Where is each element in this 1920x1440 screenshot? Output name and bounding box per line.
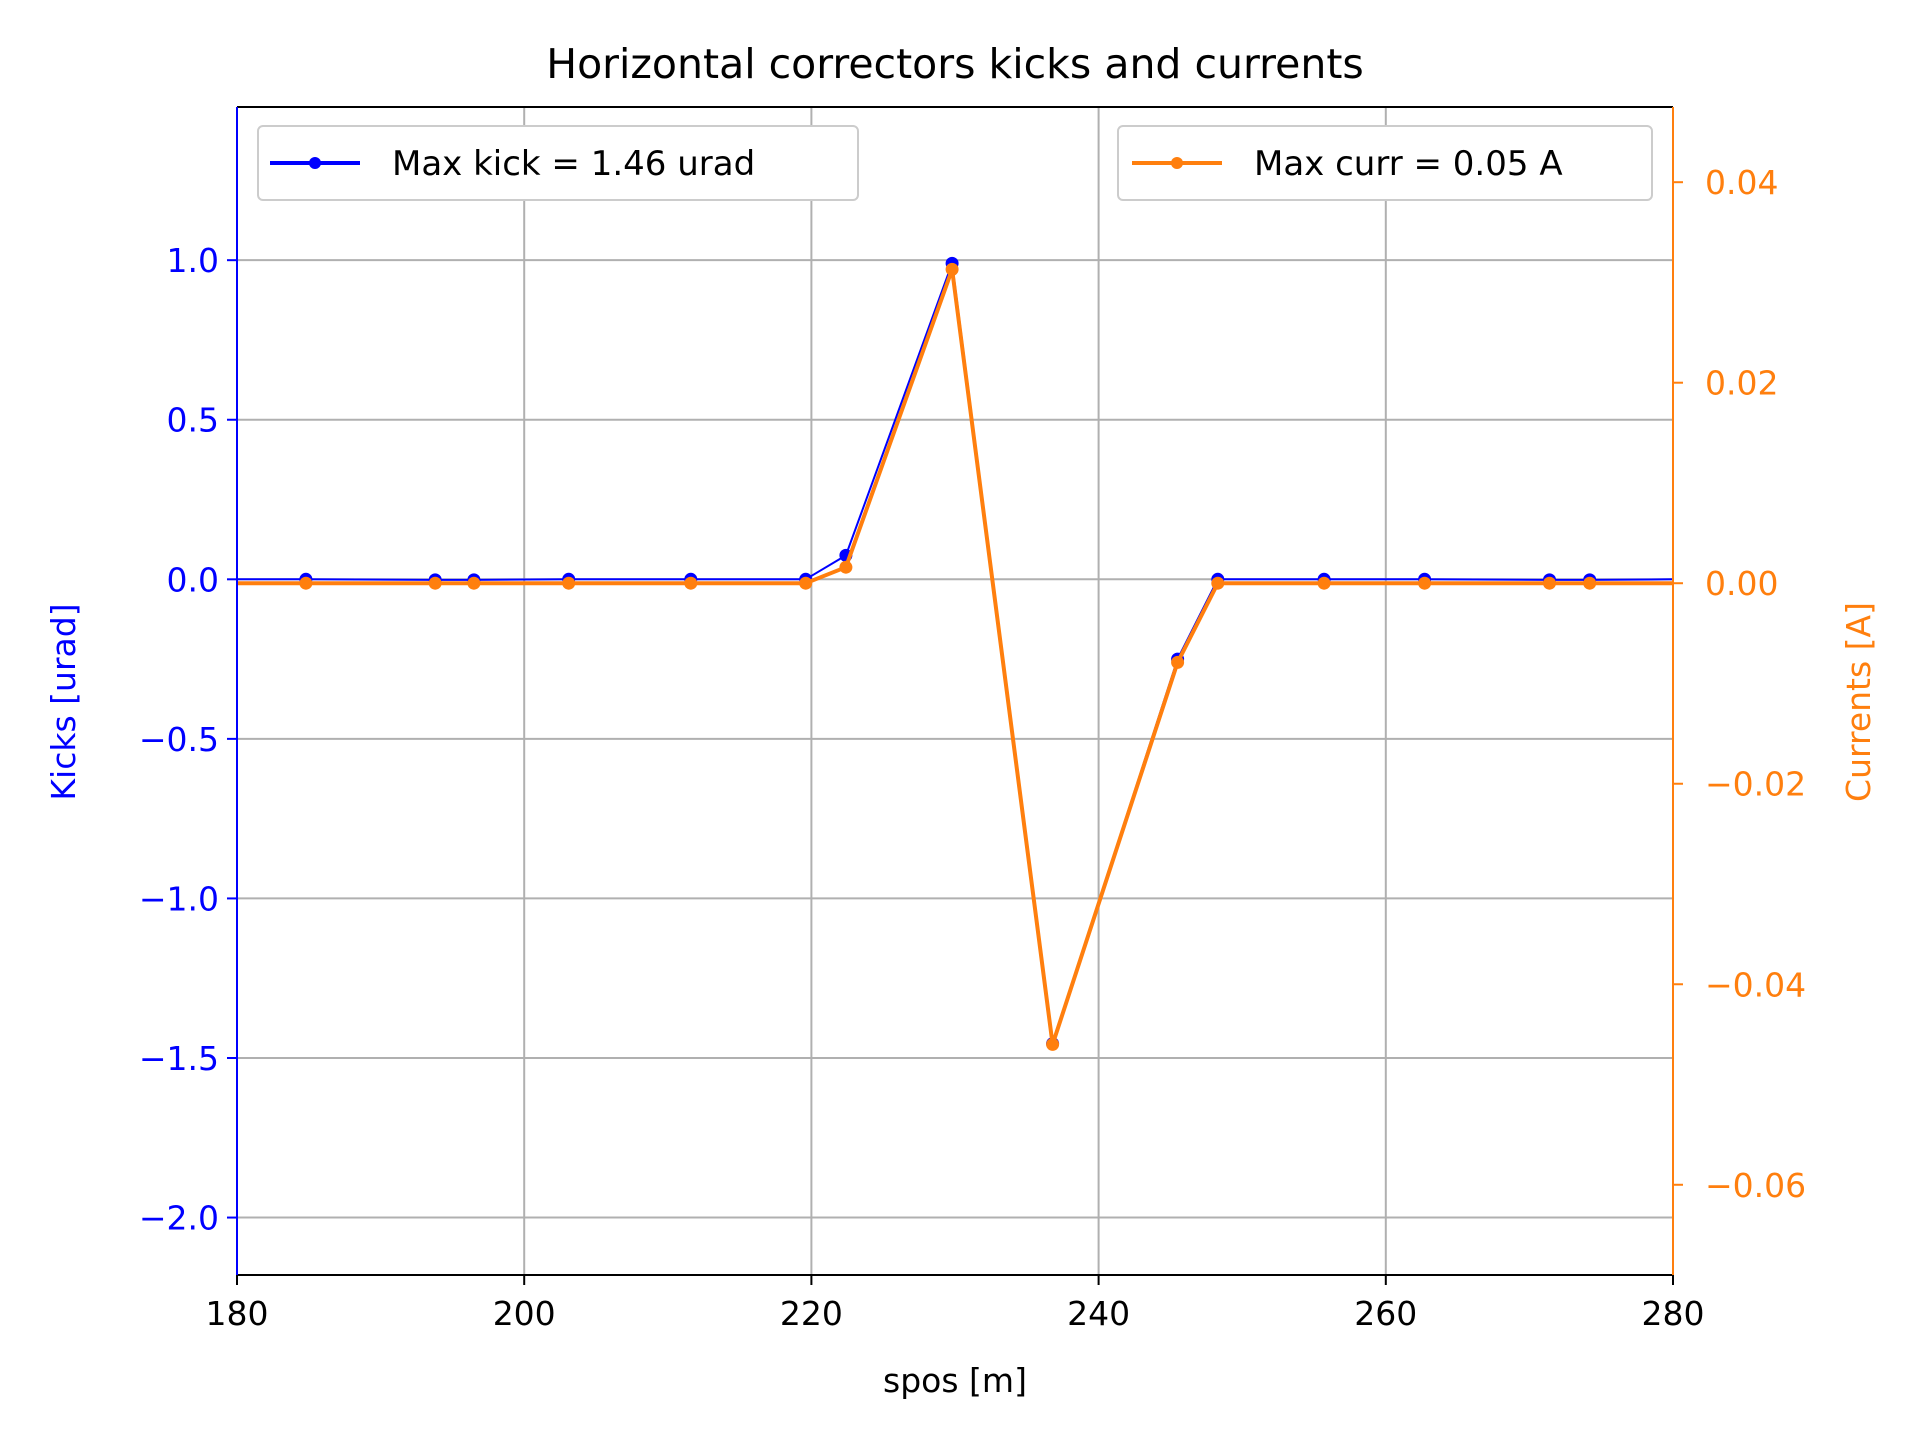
axes — [227, 106, 1683, 1285]
data-point-currents — [945, 262, 959, 276]
series-line-kicks — [237, 262, 1674, 1045]
legend-kicks-label: Max kick = 1.46 urad — [392, 144, 755, 184]
y-left-tick-label: −0.5 — [139, 720, 219, 759]
x-tick-label: 200 — [493, 1294, 556, 1333]
data-point-currents — [1171, 655, 1185, 669]
data-point-currents — [1317, 576, 1331, 590]
legend-kicks-box — [257, 125, 859, 201]
data-point-currents — [1418, 576, 1432, 590]
data-point-currents — [1211, 576, 1225, 590]
y-axis-right-label: Currents [A] — [1839, 602, 1878, 802]
data-point-currents — [1046, 1037, 1060, 1051]
data-point-currents — [1543, 576, 1556, 590]
legend-kicks-marker — [309, 157, 321, 169]
legend-currents-label: Max curr = 0.05 A — [1254, 144, 1563, 184]
legend-currents-marker — [1171, 157, 1183, 169]
y-axis-left-label: Kicks [urad] — [44, 603, 83, 800]
x-tick-label: 280 — [1642, 1294, 1705, 1333]
y-right-tick-label: −0.04 — [1705, 965, 1806, 1004]
y-left-tick-label: −1.5 — [139, 1039, 219, 1078]
y-right-tick-label: −0.02 — [1705, 765, 1806, 804]
data-point-currents — [1583, 576, 1597, 590]
plot-series — [237, 256, 1674, 1051]
y-right-tick-label: 0.02 — [1705, 364, 1778, 403]
legend-currents: Max curr = 0.05 A — [1117, 125, 1653, 201]
data-point-currents — [299, 576, 313, 590]
y-left-tick-label: −1.0 — [139, 879, 219, 918]
data-point-currents — [839, 560, 853, 574]
x-axis-label: spos [m] — [883, 1361, 1027, 1400]
data-point-currents — [799, 576, 813, 590]
x-tick-label: 180 — [206, 1294, 269, 1333]
tick-labels: 180 200 220 240 260 280 1.0 0.5 0.0 −0.5 −1.0 −1.5 −… — [139, 163, 1806, 1333]
y-left-tick-label: 0.5 — [167, 401, 219, 440]
data-point-currents — [428, 576, 442, 590]
series-line-currents — [237, 267, 1673, 1047]
y-left-tick-label: 0.0 — [167, 560, 219, 599]
y-left-tick-label: 1.0 — [167, 241, 219, 280]
x-tick-label: 260 — [1354, 1294, 1417, 1333]
x-tick-label: 220 — [780, 1294, 843, 1333]
chart-title: Horizontal correctors kicks and currents — [546, 40, 1364, 88]
y-right-tick-label: −0.06 — [1705, 1166, 1806, 1205]
data-point-currents — [467, 576, 481, 590]
legend-kicks: Max kick = 1.46 urad — [257, 125, 859, 201]
y-right-tick-label: 0.00 — [1705, 564, 1778, 603]
y-right-tick-label: 0.04 — [1705, 163, 1778, 202]
x-tick-label: 240 — [1067, 1294, 1130, 1333]
data-point-currents — [684, 576, 698, 590]
data-point-currents — [562, 576, 576, 590]
legend-currents-box — [1117, 125, 1653, 201]
y-left-tick-label: −2.0 — [139, 1199, 219, 1238]
